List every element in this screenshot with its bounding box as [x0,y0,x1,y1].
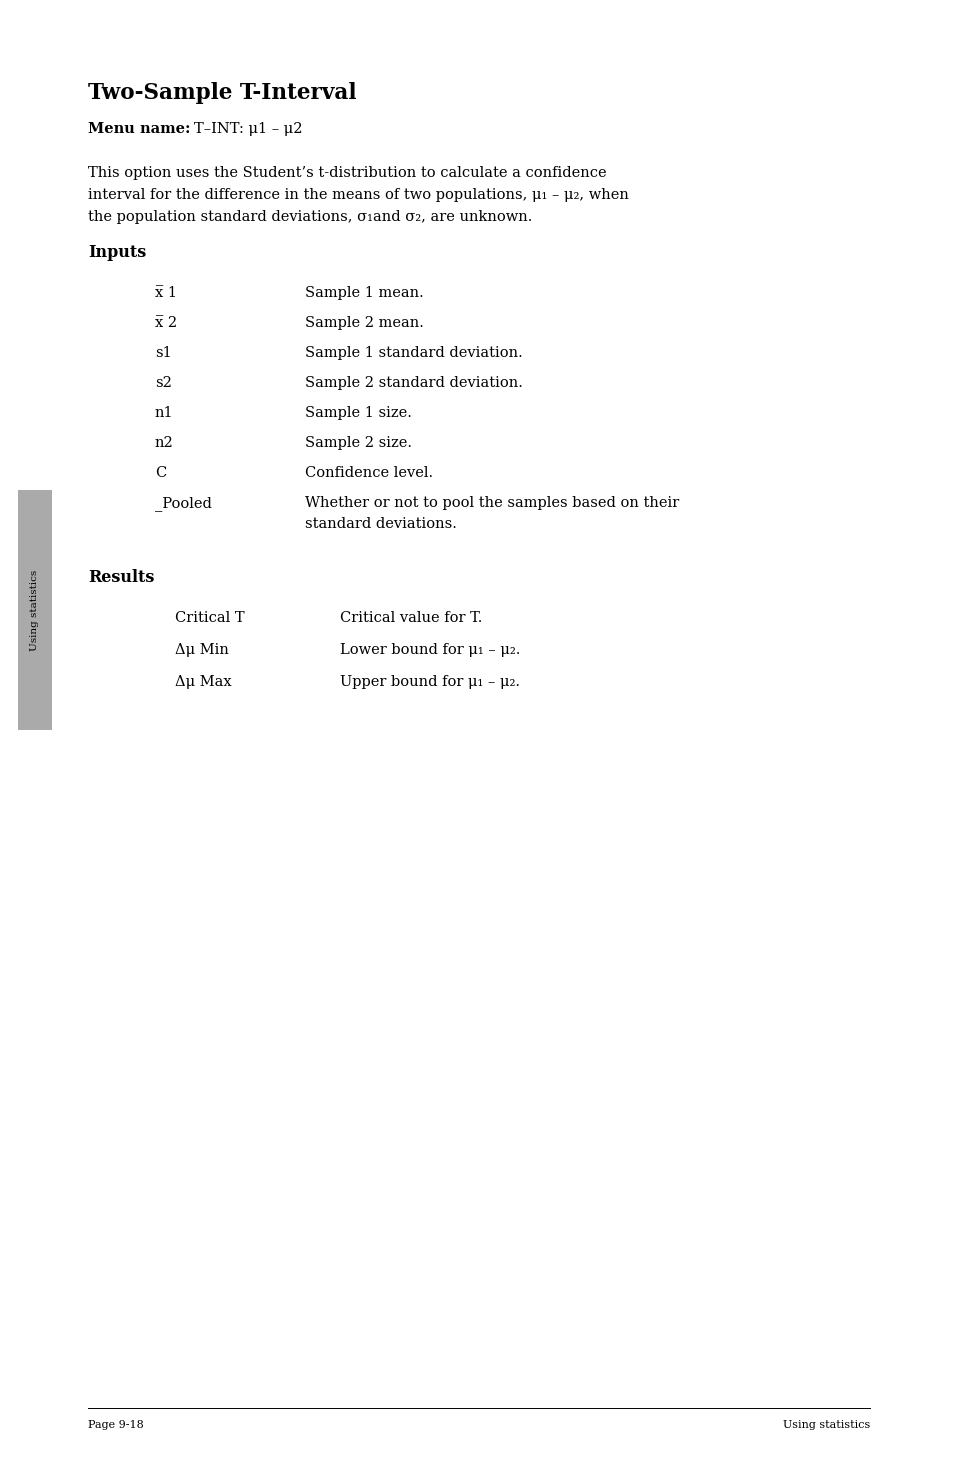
Text: Δμ Min: Δμ Min [174,643,229,657]
Text: Sample 2 mean.: Sample 2 mean. [305,316,423,329]
Text: Sample 1 mean.: Sample 1 mean. [305,285,423,300]
Text: interval for the difference in the means of two populations, μ₁ – μ₂, when: interval for the difference in the means… [88,187,628,202]
Text: Using statistics: Using statistics [30,569,39,650]
Text: Sample 1 standard deviation.: Sample 1 standard deviation. [305,346,522,360]
Text: Sample 1 size.: Sample 1 size. [305,406,412,420]
Text: x̅ 2: x̅ 2 [154,316,177,329]
Text: C: C [154,466,166,480]
Text: Sample 2 size.: Sample 2 size. [305,436,412,449]
Text: Whether or not to pool the samples based on their: Whether or not to pool the samples based… [305,496,679,509]
Text: s2: s2 [154,376,172,389]
Text: Critical T: Critical T [174,610,244,625]
Text: _Pooled: _Pooled [154,496,212,511]
Text: Upper bound for μ₁ – μ₂.: Upper bound for μ₁ – μ₂. [339,675,519,690]
Text: the population standard deviations, σ₁and σ₂, are unknown.: the population standard deviations, σ₁an… [88,209,532,224]
Text: Confidence level.: Confidence level. [305,466,433,480]
Text: Inputs: Inputs [88,244,146,261]
Text: Page 9-18: Page 9-18 [88,1420,144,1430]
Text: n1: n1 [154,406,173,420]
Text: Two-Sample T-Interval: Two-Sample T-Interval [88,82,356,104]
Text: T–INT: μ1 – μ2: T–INT: μ1 – μ2 [193,122,302,136]
Text: This option uses the Student’s t-distribution to calculate a confidence: This option uses the Student’s t-distrib… [88,165,606,180]
Text: s1: s1 [154,346,172,360]
Text: Δμ Max: Δμ Max [174,675,232,690]
Bar [18,490,52,731]
Text: Lower bound for μ₁ – μ₂.: Lower bound for μ₁ – μ₂. [339,643,519,657]
Text: Critical value for T.: Critical value for T. [339,610,482,625]
Text: n2: n2 [154,436,173,449]
Text: x̅ 1: x̅ 1 [154,285,177,300]
Text: standard deviations.: standard deviations. [305,517,456,531]
Text: Menu name:: Menu name: [88,122,191,136]
Text: Sample 2 standard deviation.: Sample 2 standard deviation. [305,376,522,389]
Text: Results: Results [88,569,154,586]
Text: Using statistics: Using statistics [781,1420,869,1430]
